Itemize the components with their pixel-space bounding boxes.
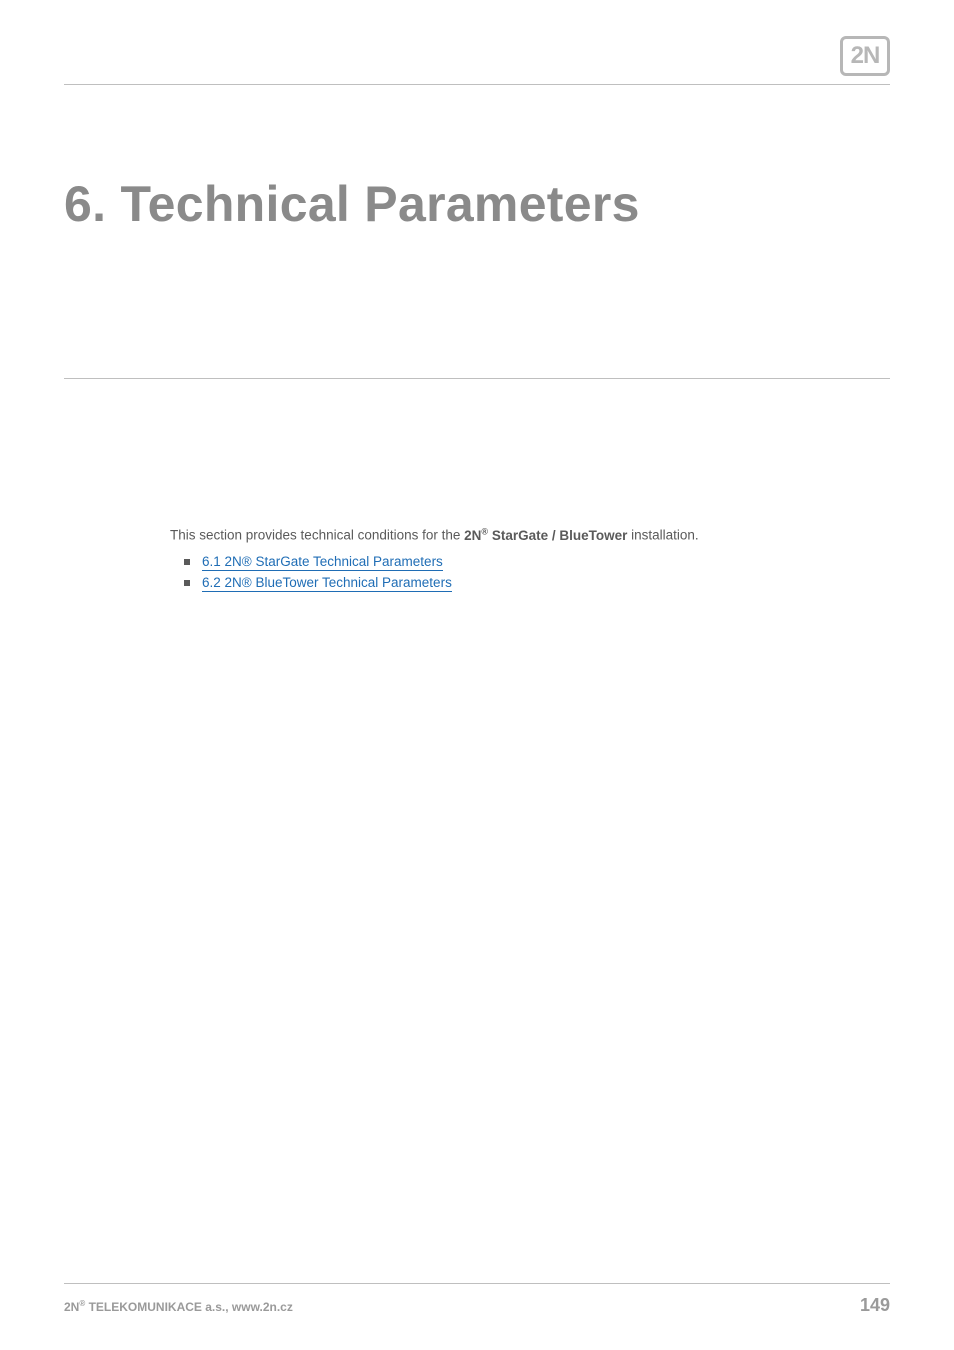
intro-brand-prefix: 2N — [464, 528, 481, 543]
intro-paragraph: This section provides technical conditio… — [170, 525, 872, 546]
intro-brand: 2N® StarGate / BlueTower — [464, 528, 627, 543]
toc-link-6-1[interactable]: 6.1 2N® StarGate Technical Parameters — [202, 554, 443, 571]
brand-logo-text: 2N — [851, 42, 880, 70]
list-item: 6.1 2N® StarGate Technical Parameters — [202, 552, 872, 573]
intro-prefix: This section provides technical conditio… — [170, 528, 464, 543]
footer-brand-prefix: 2N — [64, 1300, 79, 1314]
list-item: 6.2 2N® BlueTower Technical Parameters — [202, 573, 872, 594]
page-title: 6. Technical Parameters — [64, 175, 890, 233]
toc-link-6-2[interactable]: 6.2 2N® BlueTower Technical Parameters — [202, 575, 452, 592]
footer-company: 2N® TELEKOMUNIKACE a.s., www.2n.cz — [64, 1299, 293, 1314]
intro-suffix: installation. — [627, 528, 698, 543]
page-number: 149 — [860, 1295, 890, 1316]
brand-logo: 2N — [840, 36, 890, 76]
page-footer: 2N® TELEKOMUNIKACE a.s., www.2n.cz 149 — [64, 1295, 890, 1316]
footer-rule — [64, 1283, 890, 1284]
toc-list: 6.1 2N® StarGate Technical Parameters 6.… — [170, 552, 872, 594]
page: 2N 6. Technical Parameters This section … — [0, 0, 954, 1350]
footer-brand-suffix: TELEKOMUNIKACE a.s., www.2n.cz — [85, 1300, 293, 1314]
header-rule — [64, 84, 890, 85]
body-content: This section provides technical conditio… — [170, 525, 872, 594]
section-rule — [64, 378, 890, 379]
brand-logo-box: 2N — [840, 36, 890, 76]
intro-brand-suffix: StarGate / BlueTower — [488, 528, 627, 543]
